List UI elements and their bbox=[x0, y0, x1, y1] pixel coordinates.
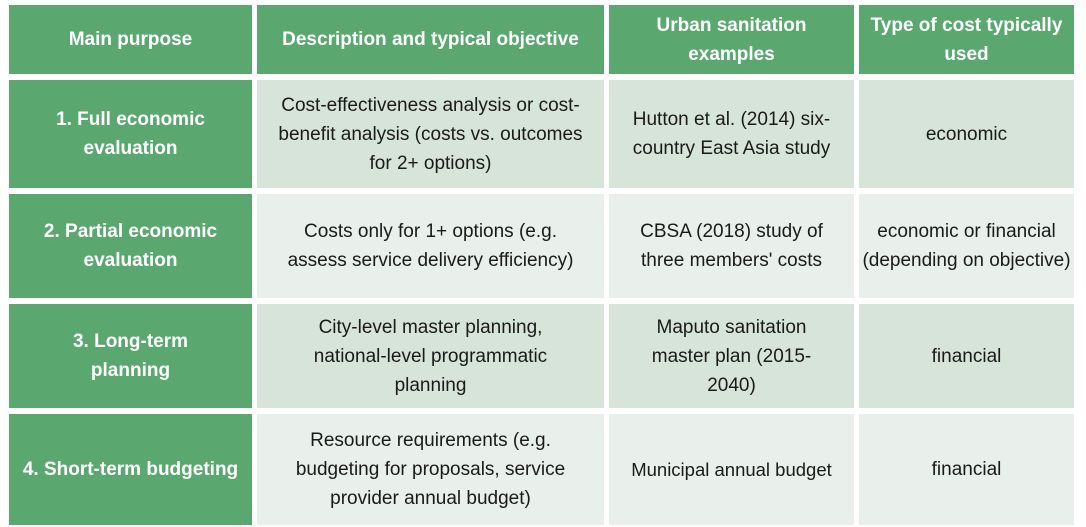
row-4-purpose: 4. Short-term budgeting bbox=[9, 414, 252, 525]
header-examples: Urban sanitation examples bbox=[609, 5, 854, 74]
row-2-description: Costs only for 1+ options (e.g. assess s… bbox=[257, 194, 604, 298]
row-3-cost-type: financial bbox=[859, 304, 1074, 408]
row-4-description: Resource requirements (e.g. budgeting fo… bbox=[257, 414, 604, 525]
row-4-example: Municipal annual budget bbox=[609, 414, 854, 525]
row-3-description: City-level master planning, national-lev… bbox=[257, 304, 604, 408]
row-3-example: Maputo sanitation master plan (2015-2040… bbox=[609, 304, 854, 408]
header-main-purpose: Main purpose bbox=[9, 5, 252, 74]
row-2-purpose: 2. Partial economic evaluation bbox=[9, 194, 252, 298]
row-1-purpose: 1. Full economic evaluation bbox=[9, 80, 252, 188]
row-1-description: Cost-effectiveness analysis or cost-bene… bbox=[257, 80, 604, 188]
header-cost-type: Type of cost typically used bbox=[859, 5, 1074, 74]
row-4-cost-type: financial bbox=[859, 414, 1074, 525]
row-1-cost-type: economic bbox=[859, 80, 1074, 188]
row-1-example: Hutton et al. (2014) six-country East As… bbox=[609, 80, 854, 188]
header-description: Description and typical objective bbox=[257, 5, 604, 74]
row-3-purpose: 3. Long-term planning bbox=[9, 304, 252, 408]
cost-purpose-table: Main purpose Description and typical obj… bbox=[9, 5, 1074, 525]
row-2-example: CBSA (2018) study of three members' cost… bbox=[609, 194, 854, 298]
row-2-cost-type: economic or financial (depending on obje… bbox=[859, 194, 1074, 298]
